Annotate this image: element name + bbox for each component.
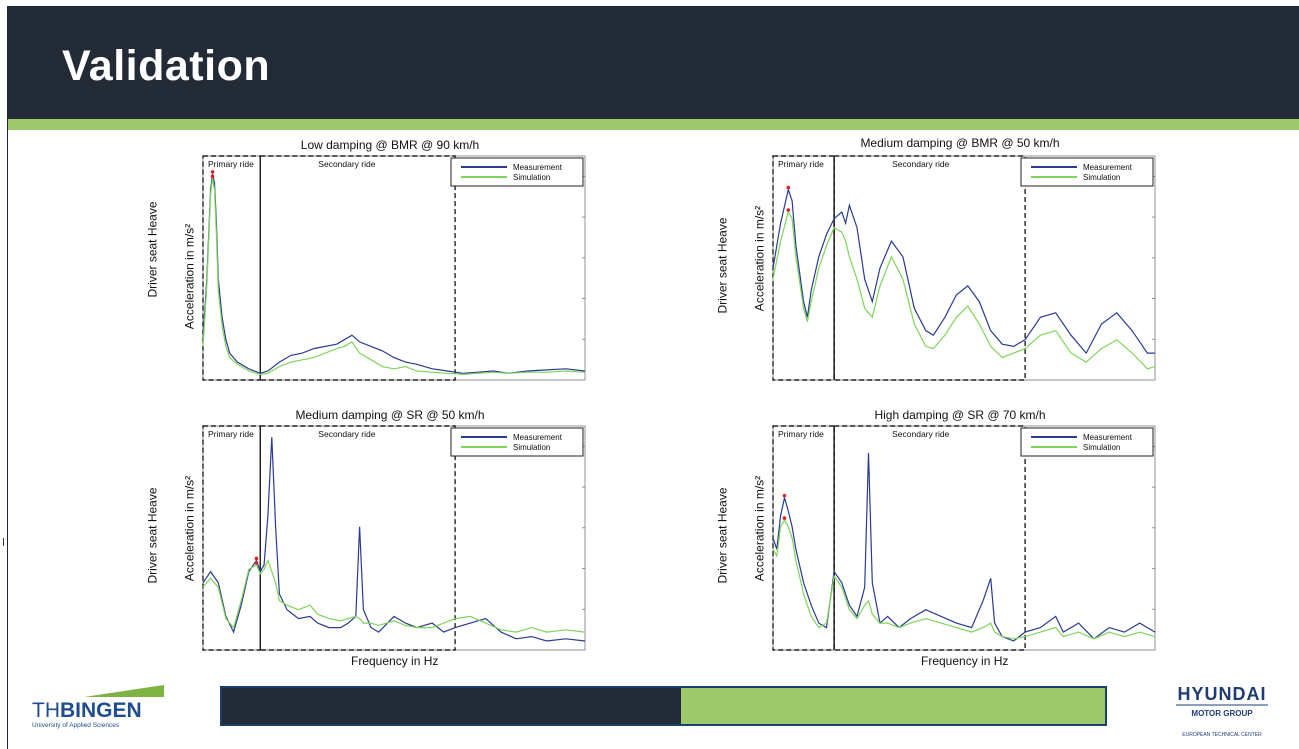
peak-marker bbox=[786, 208, 791, 212]
peak-marker bbox=[254, 556, 259, 561]
chart-low-damping-bmr: Low damping @ BMR @ 90 km/h Driver seat … bbox=[140, 134, 600, 394]
legend-label: Measurement bbox=[1083, 433, 1133, 442]
logo-bingen-text: BINGEN bbox=[60, 699, 142, 722]
region-box bbox=[259, 155, 456, 381]
th-bingen-logo-mark: TH BINGEN University of Applied Sciences bbox=[32, 685, 164, 729]
slide-title: Validation bbox=[62, 42, 271, 90]
x-axis-label: Frequency in Hz bbox=[921, 654, 1009, 668]
legend-label: Simulation bbox=[1083, 173, 1120, 182]
region-box bbox=[202, 425, 261, 651]
region-label: Primary ride bbox=[208, 429, 254, 439]
series-line-measurement bbox=[772, 452, 1156, 642]
plot-frame bbox=[772, 425, 1156, 651]
peak-marker bbox=[210, 170, 215, 174]
chart-high-damping-sr: High damping @ SR @ 70 km/h Driver seat … bbox=[710, 404, 1170, 674]
legend-box bbox=[450, 157, 584, 187]
region-label: Secondary ride bbox=[318, 429, 375, 439]
chart-plot-area: Primary ride Secondary ride MeasurementSim… bbox=[772, 425, 1156, 651]
region-label: Primary ride bbox=[208, 159, 254, 169]
region-box bbox=[259, 425, 456, 651]
chart-medium-damping-bmr: Medium damping @ BMR @ 50 km/h Driver se… bbox=[710, 134, 1170, 394]
peak-marker bbox=[210, 174, 215, 179]
peak-marker bbox=[786, 185, 791, 190]
region-label: Primary ride bbox=[778, 159, 824, 169]
region-box bbox=[772, 425, 835, 651]
legend-box bbox=[1020, 157, 1154, 187]
logo-center-text: EUROPEAN TECHNICAL CENTER bbox=[1182, 732, 1262, 738]
th-bingen-logo: TH BINGEN University of Applied Sciences bbox=[32, 683, 172, 733]
hyundai-logo: HYUNDAI MOTOR GROUP EUROPEAN TECHNICAL C… bbox=[1168, 682, 1278, 742]
chart-title: High damping @ SR @ 70 km/h bbox=[874, 408, 1046, 422]
series-line-measurement bbox=[202, 173, 586, 374]
series-line-simulation bbox=[202, 558, 586, 633]
chart-title: Medium damping @ BMR @ 50 km/h bbox=[860, 136, 1060, 150]
peak-marker bbox=[254, 561, 259, 565]
chart-title: Medium damping @ SR @ 50 km/h bbox=[295, 408, 485, 422]
legend-label: Simulation bbox=[513, 173, 550, 182]
logo-brand-text: HYUNDAI bbox=[1177, 684, 1266, 704]
series-line-simulation bbox=[772, 210, 1156, 370]
logo-subtitle-text: University of Applied Sciences bbox=[32, 722, 120, 729]
peak-marker bbox=[782, 516, 787, 520]
series-line-measurement bbox=[202, 437, 586, 642]
legend-label: Measurement bbox=[1083, 163, 1133, 172]
legend-label: Measurement bbox=[513, 433, 563, 442]
slide-header: Validation bbox=[8, 7, 1299, 119]
legend-box bbox=[450, 427, 584, 457]
legend-label: Simulation bbox=[513, 443, 550, 452]
slide-progress-fill bbox=[222, 688, 682, 724]
series-line-simulation bbox=[772, 518, 1156, 640]
series-line-simulation bbox=[202, 178, 586, 376]
chart-plot-area: Primary ride Secondary ride MeasurementSim… bbox=[202, 425, 586, 651]
chart-plot-area: Primary ride Secondary ride MeasurementSim… bbox=[772, 155, 1156, 381]
legend-label: Measurement bbox=[513, 163, 563, 172]
header-accent-bar bbox=[8, 119, 1299, 130]
region-label: Primary ride bbox=[778, 429, 824, 439]
region-label: Secondary ride bbox=[318, 159, 375, 169]
logo-th-text: TH bbox=[32, 699, 60, 722]
region-label: Secondary ride bbox=[892, 429, 949, 439]
legend-box bbox=[1020, 427, 1154, 457]
region-box bbox=[772, 155, 835, 381]
peak-marker bbox=[782, 493, 787, 498]
chart-medium-damping-sr: Medium damping @ SR @ 50 km/h Driver sea… bbox=[140, 404, 600, 674]
edge-tick bbox=[0, 538, 4, 546]
chart-title: Low damping @ BMR @ 90 km/h bbox=[300, 138, 480, 152]
region-box bbox=[833, 425, 1026, 651]
series-line-measurement bbox=[772, 187, 1155, 355]
region-label: Secondary ride bbox=[892, 159, 949, 169]
chart-plot-area: Primary ride Secondary ride MeasurementSim… bbox=[202, 155, 586, 381]
x-axis-label: Frequency in Hz bbox=[351, 654, 439, 668]
plot-frame bbox=[772, 155, 1156, 381]
legend-label: Simulation bbox=[1083, 443, 1120, 452]
slide-progress-bar bbox=[220, 686, 1107, 726]
hyundai-logo-mark: HYUNDAI MOTOR GROUP EUROPEAN TECHNICAL C… bbox=[1176, 684, 1268, 738]
logo-group-text: MOTOR GROUP bbox=[1191, 709, 1253, 718]
slide-frame bbox=[7, 6, 1299, 749]
